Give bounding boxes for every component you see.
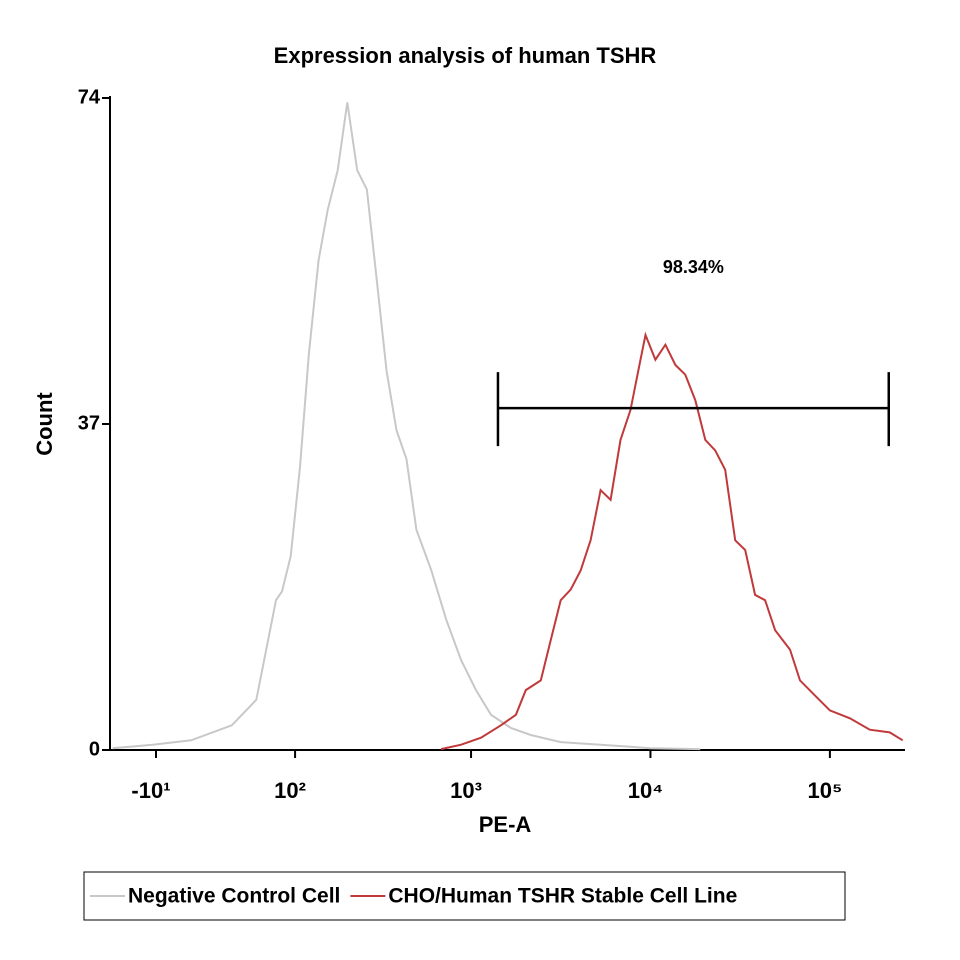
- histogram-line: [112, 102, 701, 751]
- x-tick-label: 10²: [274, 778, 306, 803]
- legend-box: [83, 871, 846, 921]
- y-axis-label: Count: [32, 392, 57, 456]
- x-tick-label: -10¹: [131, 778, 170, 803]
- legend: Negative Control Cell CHO/Human TSHR Stab…: [90, 885, 737, 908]
- y-tick-label: 74: [78, 86, 101, 108]
- chart-title: Expression analysis of human TSHR: [274, 43, 657, 68]
- x-axis-label: PE-A: [479, 812, 532, 837]
- x-tick-label: 10³: [450, 778, 482, 803]
- legend-label: Negative Control Cell: [128, 885, 340, 908]
- y-tick-label: 37: [78, 412, 100, 434]
- y-tick-label: 0: [89, 738, 100, 760]
- x-tick-label: 10⁵: [807, 778, 842, 803]
- legend-label: CHO/Human TSHR Stable Cell Line: [388, 885, 737, 908]
- gate-label: 98.34%: [663, 257, 724, 277]
- histogram-line: [440, 331, 904, 751]
- x-tick-label: 10⁴: [628, 778, 663, 803]
